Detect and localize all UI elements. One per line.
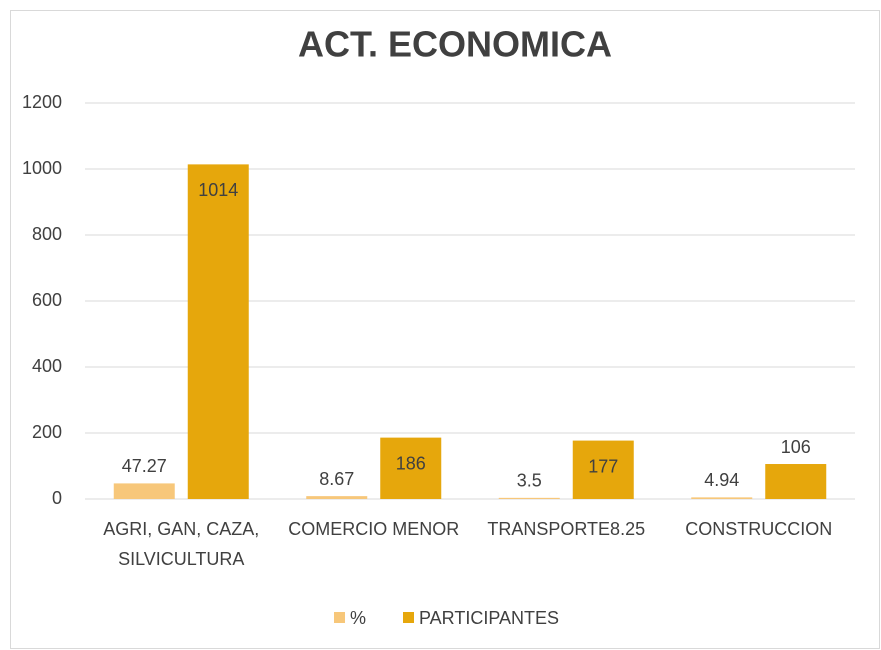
data-label: 186 (396, 453, 426, 473)
bar (691, 497, 753, 499)
data-label: 177 (588, 456, 618, 476)
legend-label: PARTICIPANTES (419, 608, 559, 628)
data-label: 4.94 (704, 470, 739, 490)
legend-swatch (334, 612, 345, 623)
y-tick-label: 800 (32, 224, 62, 244)
x-tick-label: TRANSPORTE8.25 (487, 519, 645, 539)
bar (765, 464, 827, 499)
x-tick-label: CONSTRUCCION (685, 519, 832, 539)
data-label: 47.27 (122, 456, 167, 476)
y-tick-label: 1000 (22, 158, 62, 178)
bar (113, 483, 175, 499)
data-label: 3.5 (517, 471, 542, 491)
bar (380, 437, 442, 499)
y-tick-label: 1200 (22, 92, 62, 112)
data-label: 106 (781, 437, 811, 457)
chart-frame (10, 10, 880, 649)
legend-swatch (403, 612, 414, 623)
data-label: 1014 (198, 180, 238, 200)
legend-label: % (350, 608, 366, 628)
x-tick-label: COMERCIO MENOR (288, 519, 459, 539)
data-label: 8.67 (319, 469, 354, 489)
y-tick-label: 200 (32, 422, 62, 442)
bar (187, 164, 249, 499)
bar (498, 497, 560, 499)
y-tick-label: 600 (32, 290, 62, 310)
y-tick-label: 0 (52, 488, 62, 508)
chart-title: ACT. ECONOMICA (298, 24, 612, 65)
y-tick-label: 400 (32, 356, 62, 376)
x-tick-label: AGRI, GAN, CAZA, SILVICULTURA (103, 519, 259, 569)
bar (306, 496, 368, 499)
bar (572, 440, 634, 499)
